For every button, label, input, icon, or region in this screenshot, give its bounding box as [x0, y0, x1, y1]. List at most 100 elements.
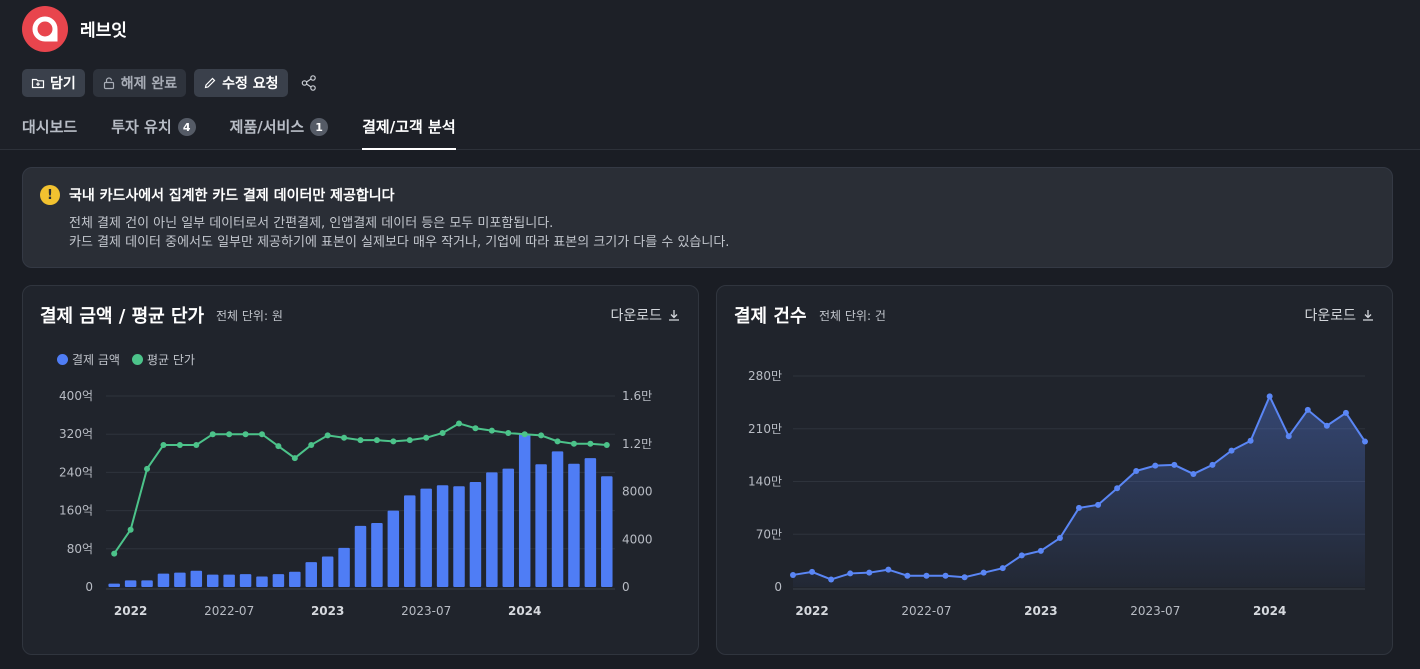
- bar-payment-amount: [256, 576, 268, 587]
- point-avg-price: [521, 431, 528, 438]
- bar-payment-amount: [338, 547, 350, 587]
- point-payment-count: [904, 572, 911, 579]
- legend-item-avg-price[interactable]: 평균 단가: [131, 351, 195, 368]
- x-tick-label: 2023-07: [1130, 604, 1180, 618]
- point-payment-count: [790, 571, 796, 578]
- edit-request-button[interactable]: 수정 요청: [194, 69, 288, 97]
- payment-amount-chart: 0 80억 160억 240억 320억 400억 0 4000 8000 1.2만 1.6만 202…: [59, 389, 653, 618]
- point-payment-count: [1342, 409, 1349, 416]
- point-payment-count: [1018, 552, 1025, 559]
- point-payment-count: [923, 572, 930, 579]
- company-name: 레브잇: [80, 21, 127, 41]
- x-tick-label: 2024: [508, 604, 541, 618]
- bar-payment-amount: [551, 451, 564, 587]
- download-label: 다운로드: [610, 308, 662, 324]
- bar-payment-amount: [453, 486, 465, 587]
- y-tick-label-left: 0: [85, 580, 93, 594]
- bar-payment-amount: [108, 583, 120, 587]
- x-tick-label: 2023: [311, 604, 344, 618]
- x-tick-label: 2022-07: [204, 604, 254, 618]
- tab-investment[interactable]: 투자 유치 4: [111, 116, 196, 150]
- point-payment-count: [828, 576, 835, 583]
- tab-label: 대시보드: [22, 118, 78, 136]
- card-unit-label: 전체 단위: 원: [216, 309, 283, 323]
- unlock-button[interactable]: 해제 완료: [92, 69, 187, 97]
- point-avg-price: [406, 437, 413, 444]
- bar-payment-amount: [272, 574, 285, 587]
- notice-title: 국내 카드사에서 집계한 카드 결제 데이터만 제공합니다: [69, 188, 395, 204]
- point-payment-count: [1095, 501, 1102, 508]
- notice-line: 전체 결제 건이 아닌 일부 데이터로서 간편결제, 인앱결제 데이터 등은 모…: [69, 216, 554, 231]
- share-button[interactable]: [298, 72, 320, 94]
- download-button[interactable]: 다운로드: [1304, 305, 1375, 325]
- point-avg-price: [373, 437, 380, 444]
- point-avg-price: [341, 434, 348, 441]
- share-icon: [301, 75, 316, 91]
- point-payment-count: [1076, 504, 1082, 511]
- tab-label: 투자 유치: [111, 118, 172, 136]
- point-avg-price: [308, 441, 315, 448]
- point-avg-price: [456, 420, 463, 427]
- y-tick-label-left: 320억: [59, 427, 93, 441]
- folder-plus-icon: [31, 78, 45, 89]
- unlock-icon: [103, 77, 114, 90]
- legend-dot: [131, 354, 143, 365]
- point-avg-price: [209, 431, 216, 438]
- point-avg-price: [291, 455, 298, 462]
- point-avg-price: [193, 441, 200, 448]
- tab-payment-analysis[interactable]: 결제/고객 분석: [362, 116, 456, 150]
- point-avg-price: [226, 431, 233, 438]
- tab-dashboard[interactable]: 대시보드: [22, 116, 77, 150]
- point-payment-count: [1037, 547, 1044, 554]
- x-tick-label: 2022: [795, 604, 828, 618]
- bar-payment-amount: [371, 523, 383, 587]
- y-tick-label-left: 240억: [59, 465, 93, 479]
- bar-payment-amount: [174, 572, 186, 587]
- bar-payment-amount: [420, 488, 432, 587]
- point-avg-price: [275, 443, 282, 450]
- tab-products[interactable]: 제품/서비스 1: [230, 116, 329, 150]
- point-payment-count: [847, 570, 854, 577]
- point-avg-price: [111, 550, 118, 557]
- bar-payment-amount: [601, 476, 613, 587]
- logo-mark-icon: [32, 16, 58, 42]
- bar-payment-amount: [502, 468, 515, 587]
- point-payment-count: [1114, 485, 1121, 492]
- point-avg-price: [144, 465, 151, 472]
- y-tick-label-right: 4000: [622, 532, 653, 546]
- legend-item-amount[interactable]: 결제 금액: [57, 351, 120, 368]
- point-avg-price: [538, 432, 545, 439]
- download-button[interactable]: 다운로드: [610, 305, 681, 325]
- data-notice-banner: ! 국내 카드사에서 집계한 카드 결제 데이터만 제공합니다 전체 결제 건이…: [22, 167, 1393, 268]
- point-payment-count: [1247, 437, 1254, 444]
- company-logo: [22, 6, 68, 52]
- x-tick-label: 2024: [1253, 604, 1286, 618]
- card-title: 결제 금액 / 평균 단가: [40, 306, 205, 327]
- y-tick-label-left: 80억: [67, 542, 93, 556]
- point-payment-count: [1190, 470, 1197, 477]
- point-avg-price: [603, 441, 610, 448]
- point-payment-count: [1171, 461, 1178, 468]
- warning-icon: !: [40, 185, 60, 205]
- point-payment-count: [1152, 462, 1159, 469]
- point-payment-count: [999, 565, 1006, 572]
- payment-amount-card: 0 80억 160억 240억 320억 400억 0 4000 8000 1.2만 1.6만 202…: [22, 285, 699, 655]
- y-tick-label: 70만: [756, 527, 782, 541]
- point-payment-count: [1323, 422, 1330, 429]
- download-icon: [669, 310, 679, 321]
- bar-payment-amount: [239, 574, 252, 587]
- save-button[interactable]: 담기: [22, 69, 85, 97]
- point-payment-count: [1266, 393, 1273, 400]
- point-avg-price: [324, 432, 331, 439]
- bar-payment-amount: [404, 495, 416, 587]
- bar-payment-amount: [289, 571, 301, 587]
- y-tick-label-left: 400억: [59, 389, 93, 403]
- card-title: 결제 건수: [734, 306, 807, 327]
- bar-payment-amount: [568, 463, 580, 587]
- notice-line: 카드 결제 데이터 중에서도 일부만 제공하기에 표본이 실제보다 매우 작거나…: [69, 235, 730, 250]
- point-avg-price: [258, 431, 265, 438]
- bar-payment-amount: [387, 510, 400, 587]
- bar-payment-amount: [584, 458, 597, 587]
- point-payment-count: [1209, 461, 1216, 468]
- bar-payment-amount: [190, 570, 203, 587]
